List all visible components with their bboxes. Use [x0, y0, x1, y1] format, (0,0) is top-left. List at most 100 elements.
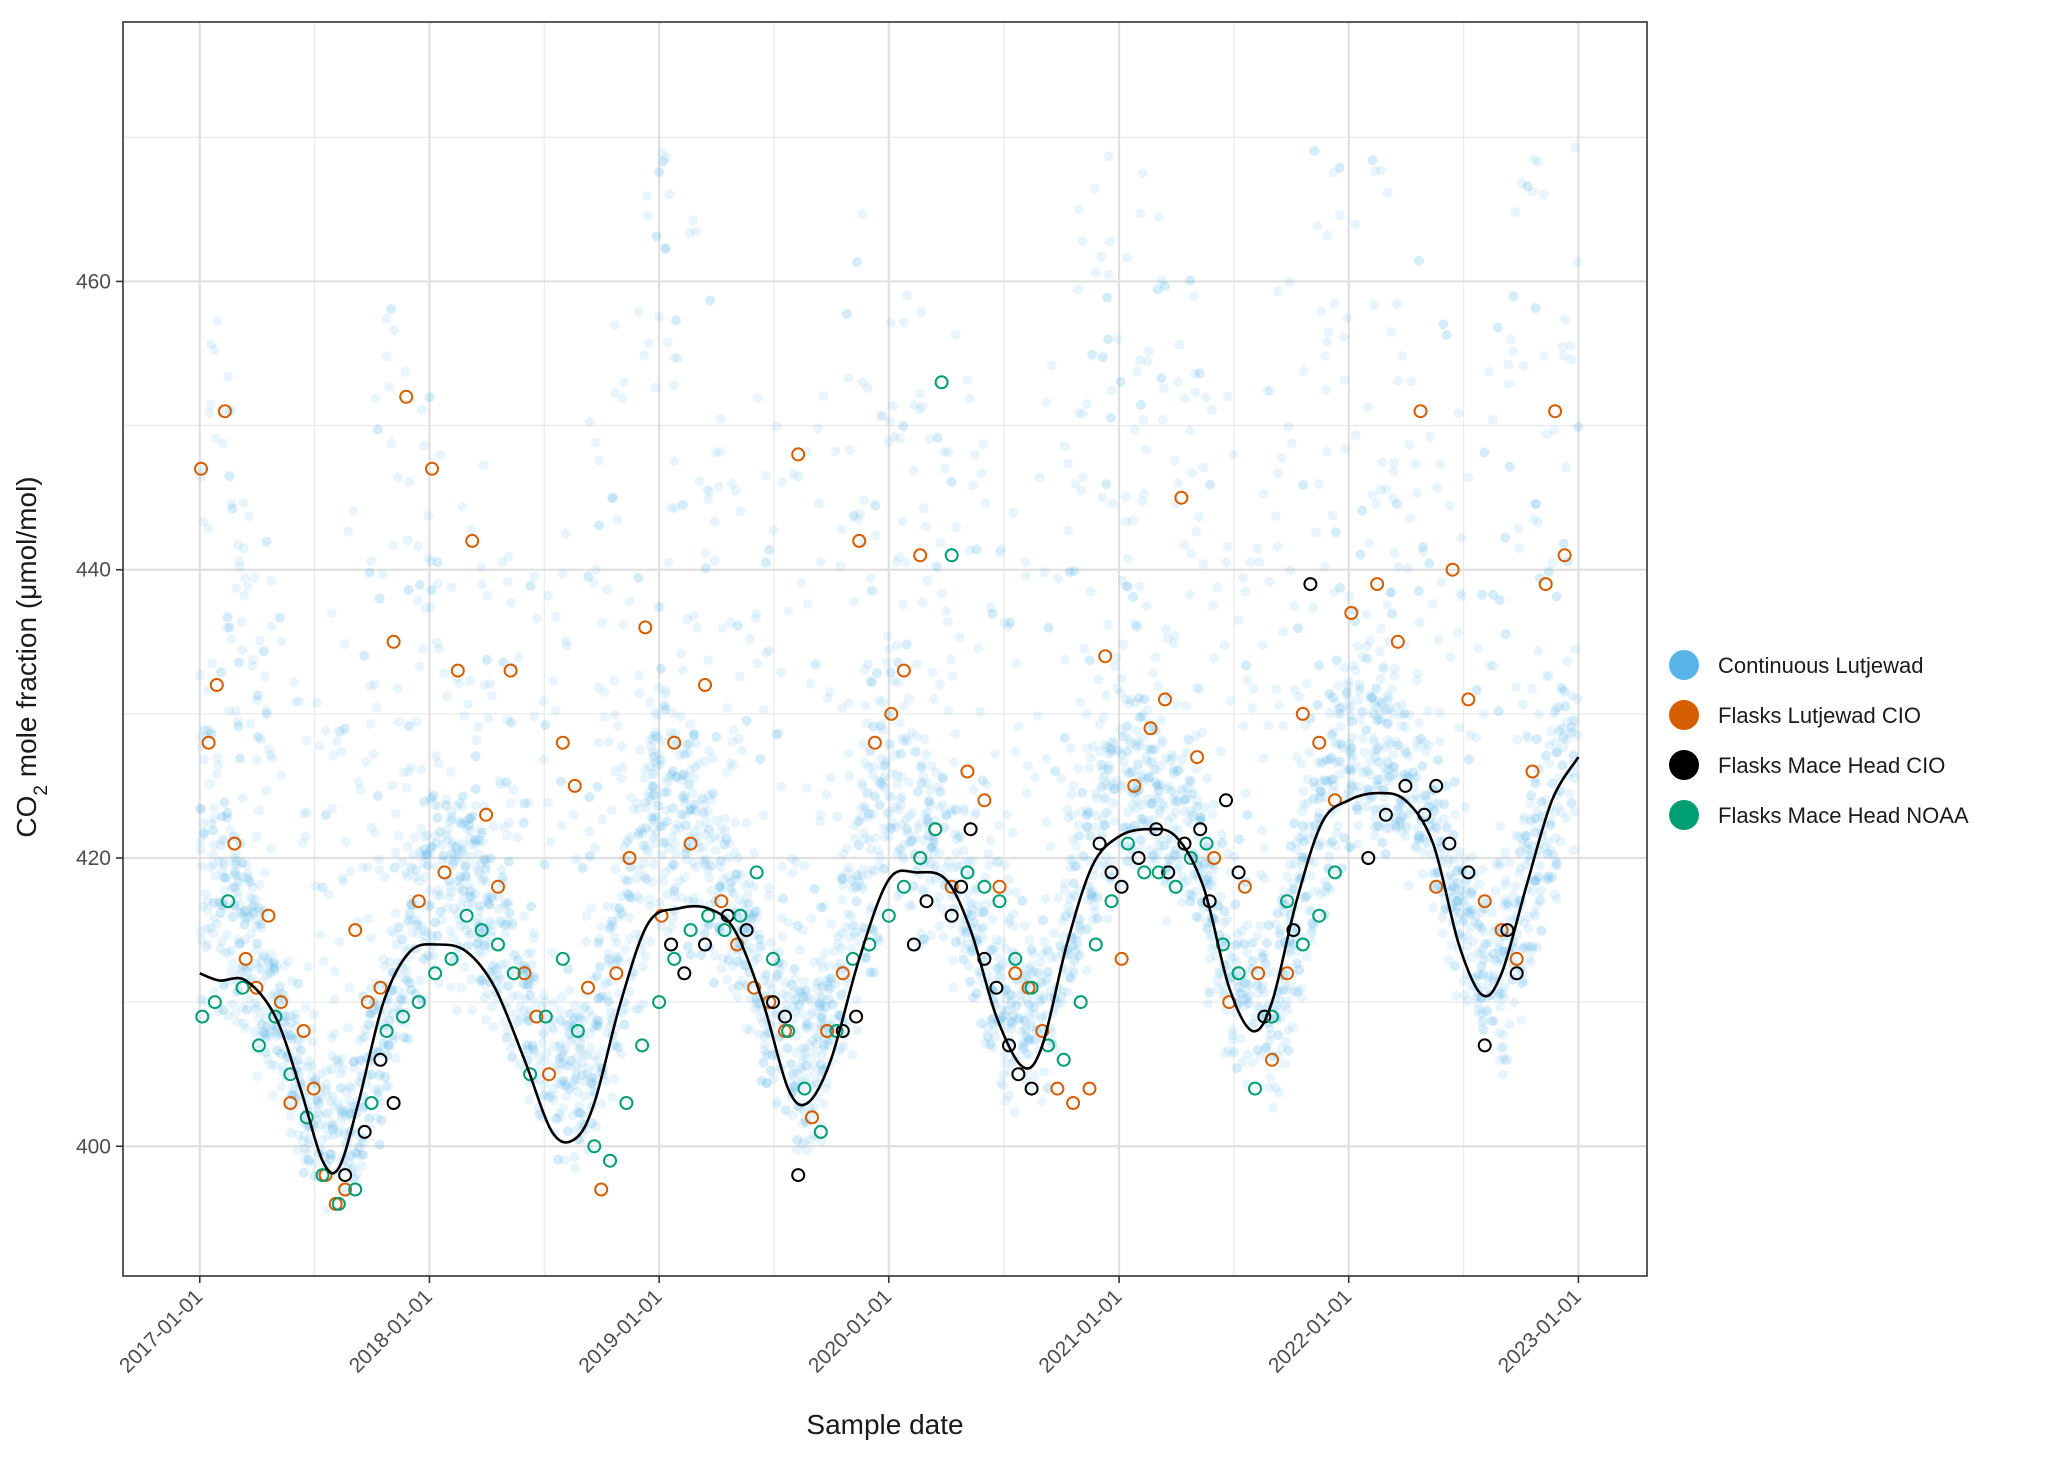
continuous-point: [639, 871, 650, 882]
continuous-point: [1322, 776, 1333, 787]
continuous-point: [873, 845, 884, 856]
continuous-point: [627, 804, 638, 815]
continuous-point: [625, 831, 636, 842]
continuous-point: [251, 1001, 262, 1012]
continuous-point: [582, 1050, 592, 1061]
continuous-point: [416, 764, 427, 775]
continuous-point: [1038, 994, 1049, 1005]
continuous-point: [1169, 845, 1180, 856]
continuous-point: [1084, 763, 1094, 773]
continuous-point: [1272, 541, 1283, 552]
continuous-point: [689, 773, 700, 783]
continuous-point: [1324, 851, 1335, 862]
continuous-point: [1205, 479, 1216, 490]
continuous-point: [631, 873, 642, 883]
continuous-point: [208, 849, 219, 860]
continuous-point: [1551, 894, 1562, 905]
continuous-point: [1508, 291, 1519, 302]
continuous-point: [1367, 691, 1378, 702]
continuous-point: [1431, 780, 1441, 791]
continuous-point: [478, 855, 489, 866]
continuous-point: [508, 785, 519, 796]
continuous-point: [303, 1154, 314, 1165]
continuous-point: [403, 766, 414, 777]
continuous-point: [1527, 841, 1538, 852]
continuous-point: [194, 670, 205, 680]
continuous-point: [207, 658, 218, 669]
continuous-point: [620, 944, 631, 955]
continuous-point: [930, 860, 941, 871]
continuous-point: [1065, 743, 1076, 754]
continuous-point: [780, 977, 791, 988]
continuous-point: [876, 411, 887, 421]
continuous-point: [1446, 940, 1457, 951]
continuous-point: [771, 1099, 782, 1110]
continuous-point: [329, 1101, 340, 1112]
continuous-point: [233, 657, 244, 668]
continuous-point: [1270, 511, 1281, 521]
continuous-point: [1536, 812, 1547, 823]
continuous-point: [1558, 732, 1569, 743]
continuous-point: [390, 908, 401, 919]
continuous-point: [1088, 741, 1099, 752]
continuous-point: [425, 602, 436, 613]
continuous-point: [912, 659, 922, 670]
continuous-point: [539, 1090, 550, 1101]
continuous-point: [1516, 1015, 1527, 1025]
continuous-point: [317, 1135, 327, 1146]
continuous-point: [870, 500, 881, 511]
continuous-point: [1480, 939, 1491, 949]
continuous-point: [1097, 774, 1108, 785]
continuous-point: [501, 1032, 512, 1043]
continuous-point: [1135, 834, 1146, 845]
continuous-point: [436, 854, 447, 865]
continuous-point: [1413, 834, 1424, 845]
continuous-point: [1325, 708, 1335, 718]
continuous-point: [1285, 565, 1296, 576]
continuous-point: [196, 935, 207, 946]
continuous-point: [432, 557, 443, 568]
continuous-point: [419, 831, 430, 842]
continuous-point: [1487, 907, 1498, 918]
continuous-point: [1368, 746, 1379, 757]
continuous-point: [362, 861, 373, 872]
continuous-point: [1416, 733, 1426, 744]
continuous-point: [548, 1095, 559, 1106]
continuous-point: [843, 748, 854, 759]
continuous-point: [760, 470, 771, 481]
continuous-point: [971, 544, 982, 555]
continuous-point: [1064, 973, 1075, 984]
continuous-point: [558, 1103, 569, 1114]
continuous-point: [678, 793, 689, 804]
continuous-point: [1466, 888, 1477, 899]
continuous-point: [705, 295, 715, 306]
continuous-point: [718, 874, 729, 885]
continuous-point: [1399, 640, 1410, 651]
continuous-point: [1520, 941, 1531, 952]
continuous-point: [1212, 582, 1223, 593]
continuous-point: [918, 884, 929, 895]
continuous-point: [413, 541, 424, 552]
continuous-point: [554, 1006, 565, 1017]
continuous-point: [1397, 351, 1408, 361]
continuous-point: [392, 683, 403, 694]
continuous-point: [1488, 948, 1499, 959]
continuous-point: [896, 772, 907, 782]
continuous-point: [1458, 976, 1469, 987]
continuous-point: [1534, 894, 1545, 905]
continuous-point: [1291, 837, 1302, 848]
continuous-point: [414, 661, 425, 672]
continuous-point: [1381, 848, 1391, 859]
continuous-point: [1093, 674, 1104, 685]
continuous-point: [820, 1002, 831, 1013]
continuous-point: [1273, 1051, 1284, 1061]
continuous-point: [742, 889, 753, 900]
continuous-point: [1191, 911, 1202, 922]
continuous-point: [343, 1095, 354, 1106]
continuous-point: [584, 792, 595, 803]
continuous-point: [548, 1024, 559, 1035]
continuous-point: [1157, 735, 1168, 746]
continuous-point: [693, 758, 704, 769]
continuous-point: [1063, 525, 1074, 536]
continuous-point: [1333, 680, 1344, 691]
